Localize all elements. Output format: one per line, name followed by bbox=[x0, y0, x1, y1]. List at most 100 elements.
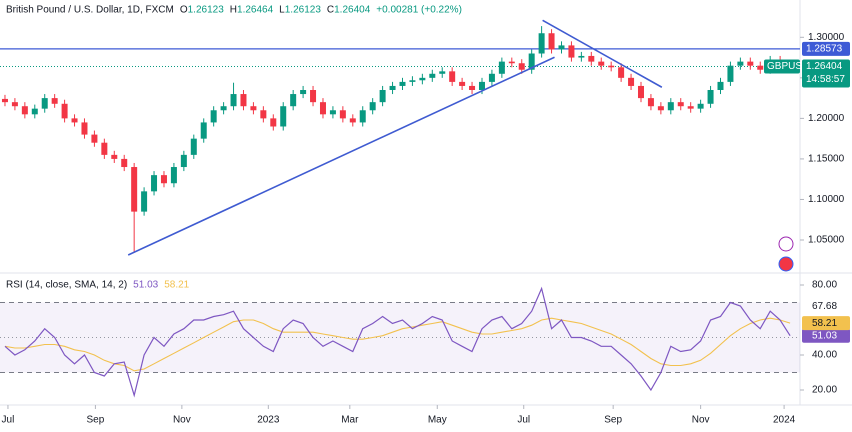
candle-body bbox=[568, 45, 575, 58]
y-tick-label: 20.00 bbox=[812, 385, 837, 396]
candle-body bbox=[230, 94, 237, 107]
countdown: 14:58:57 bbox=[806, 74, 845, 85]
candle-body bbox=[200, 122, 207, 139]
y-tick-label: 1.20000 bbox=[808, 113, 845, 124]
candle-body bbox=[250, 106, 257, 111]
candle-body bbox=[379, 90, 386, 103]
x-tick-label: Nov bbox=[692, 415, 710, 426]
candle-body bbox=[478, 81, 485, 90]
candle-body bbox=[91, 134, 98, 143]
candle-body bbox=[131, 167, 138, 212]
trendline bbox=[127, 56, 555, 256]
ohlc-label: L bbox=[279, 5, 285, 16]
candle-body bbox=[220, 106, 227, 111]
candle-body bbox=[160, 175, 167, 184]
value-tag bbox=[802, 328, 850, 343]
candle-body bbox=[280, 106, 287, 127]
value-tag-label: 58.21 bbox=[812, 318, 837, 329]
symbol-tag-label: GBPUSD bbox=[767, 61, 809, 72]
candle-body bbox=[707, 90, 714, 104]
candle-body bbox=[667, 102, 674, 111]
candle-body bbox=[558, 45, 565, 50]
ohlc-value: 1.26123 bbox=[188, 5, 225, 16]
candle-body bbox=[439, 71, 446, 74]
candle-body bbox=[190, 138, 197, 155]
candle-body bbox=[429, 73, 436, 78]
candle-body bbox=[111, 154, 118, 159]
candle-body bbox=[469, 85, 476, 90]
candle-body bbox=[270, 118, 277, 127]
candle-body bbox=[687, 106, 694, 109]
candle-body bbox=[260, 110, 267, 119]
x-tick-label: 2023 bbox=[257, 415, 280, 426]
x-tick-label: Jul bbox=[517, 415, 530, 426]
x-tick-label: Sep bbox=[87, 415, 105, 426]
candle-body bbox=[409, 80, 416, 82]
x-tick-label: May bbox=[428, 415, 447, 426]
candle-body bbox=[41, 98, 48, 109]
candle-body bbox=[349, 118, 356, 123]
value-tag-label: 51.03 bbox=[812, 330, 837, 341]
candle-body bbox=[51, 98, 58, 104]
chart-title: British Pound / U.S. Dollar, 1D, FXCM bbox=[6, 5, 174, 16]
candle-body bbox=[637, 85, 644, 99]
candle-body bbox=[319, 102, 326, 115]
indicator-title: RSI (14, close, SMA, 14, 2) bbox=[6, 280, 127, 291]
y-tick-label: 40.00 bbox=[812, 350, 837, 361]
ohlc-value: 1.26123 bbox=[285, 5, 322, 16]
rsi-line bbox=[4, 317, 791, 372]
candle-body bbox=[747, 61, 754, 66]
level-tag-label: 1.28573 bbox=[806, 44, 843, 55]
candle-body bbox=[498, 61, 505, 74]
candle-body bbox=[1, 98, 8, 103]
rsi-line bbox=[4, 286, 791, 398]
candle-body bbox=[608, 65, 615, 68]
candle-body bbox=[628, 77, 635, 86]
y-tick-label: 80.00 bbox=[812, 280, 837, 291]
candle-body bbox=[339, 110, 346, 119]
candle-body bbox=[359, 110, 366, 123]
ohlc-value: 1.26464 bbox=[237, 5, 274, 16]
trendline bbox=[542, 19, 663, 88]
candle-body bbox=[449, 71, 456, 82]
candle-body bbox=[518, 63, 525, 70]
candle-body bbox=[389, 85, 396, 90]
x-tick-label: Jul bbox=[2, 415, 15, 426]
candle-body bbox=[737, 61, 744, 66]
candle-body bbox=[528, 53, 535, 70]
candle-body bbox=[697, 103, 704, 109]
candle-body bbox=[618, 67, 625, 78]
marker-label: 67.68 bbox=[812, 301, 837, 312]
flag-icon[interactable] bbox=[778, 256, 794, 272]
candle-body bbox=[210, 110, 217, 123]
candle-body bbox=[81, 122, 88, 135]
candle-body bbox=[399, 81, 406, 86]
candle-body bbox=[488, 73, 495, 82]
ohlc-label: O bbox=[180, 5, 188, 16]
candle-body bbox=[369, 102, 376, 111]
symbol-tag bbox=[764, 59, 800, 74]
change: +0.00281 (+0.22%) bbox=[376, 5, 462, 16]
candle-body bbox=[598, 61, 605, 66]
x-tick-label: 2024 bbox=[773, 415, 796, 426]
y-tick-label: 1.05000 bbox=[808, 235, 845, 246]
candle-body bbox=[290, 94, 297, 107]
value-tag bbox=[802, 316, 850, 331]
event-icon[interactable] bbox=[778, 236, 794, 252]
candle-body bbox=[578, 55, 585, 58]
y-tick-label: 1.10000 bbox=[808, 194, 845, 205]
candle-body bbox=[459, 81, 466, 86]
y-tick-label: 1.30000 bbox=[808, 32, 845, 43]
candle-body bbox=[121, 158, 128, 168]
candle-body bbox=[310, 90, 317, 103]
candle-body bbox=[727, 65, 734, 82]
candle-body bbox=[170, 167, 177, 184]
candle-body bbox=[141, 191, 148, 212]
x-tick-label: Sep bbox=[604, 415, 622, 426]
candle-body bbox=[538, 33, 545, 54]
candle-body bbox=[240, 94, 247, 107]
ohlc-label: H bbox=[230, 5, 237, 16]
candle-body bbox=[548, 33, 555, 50]
